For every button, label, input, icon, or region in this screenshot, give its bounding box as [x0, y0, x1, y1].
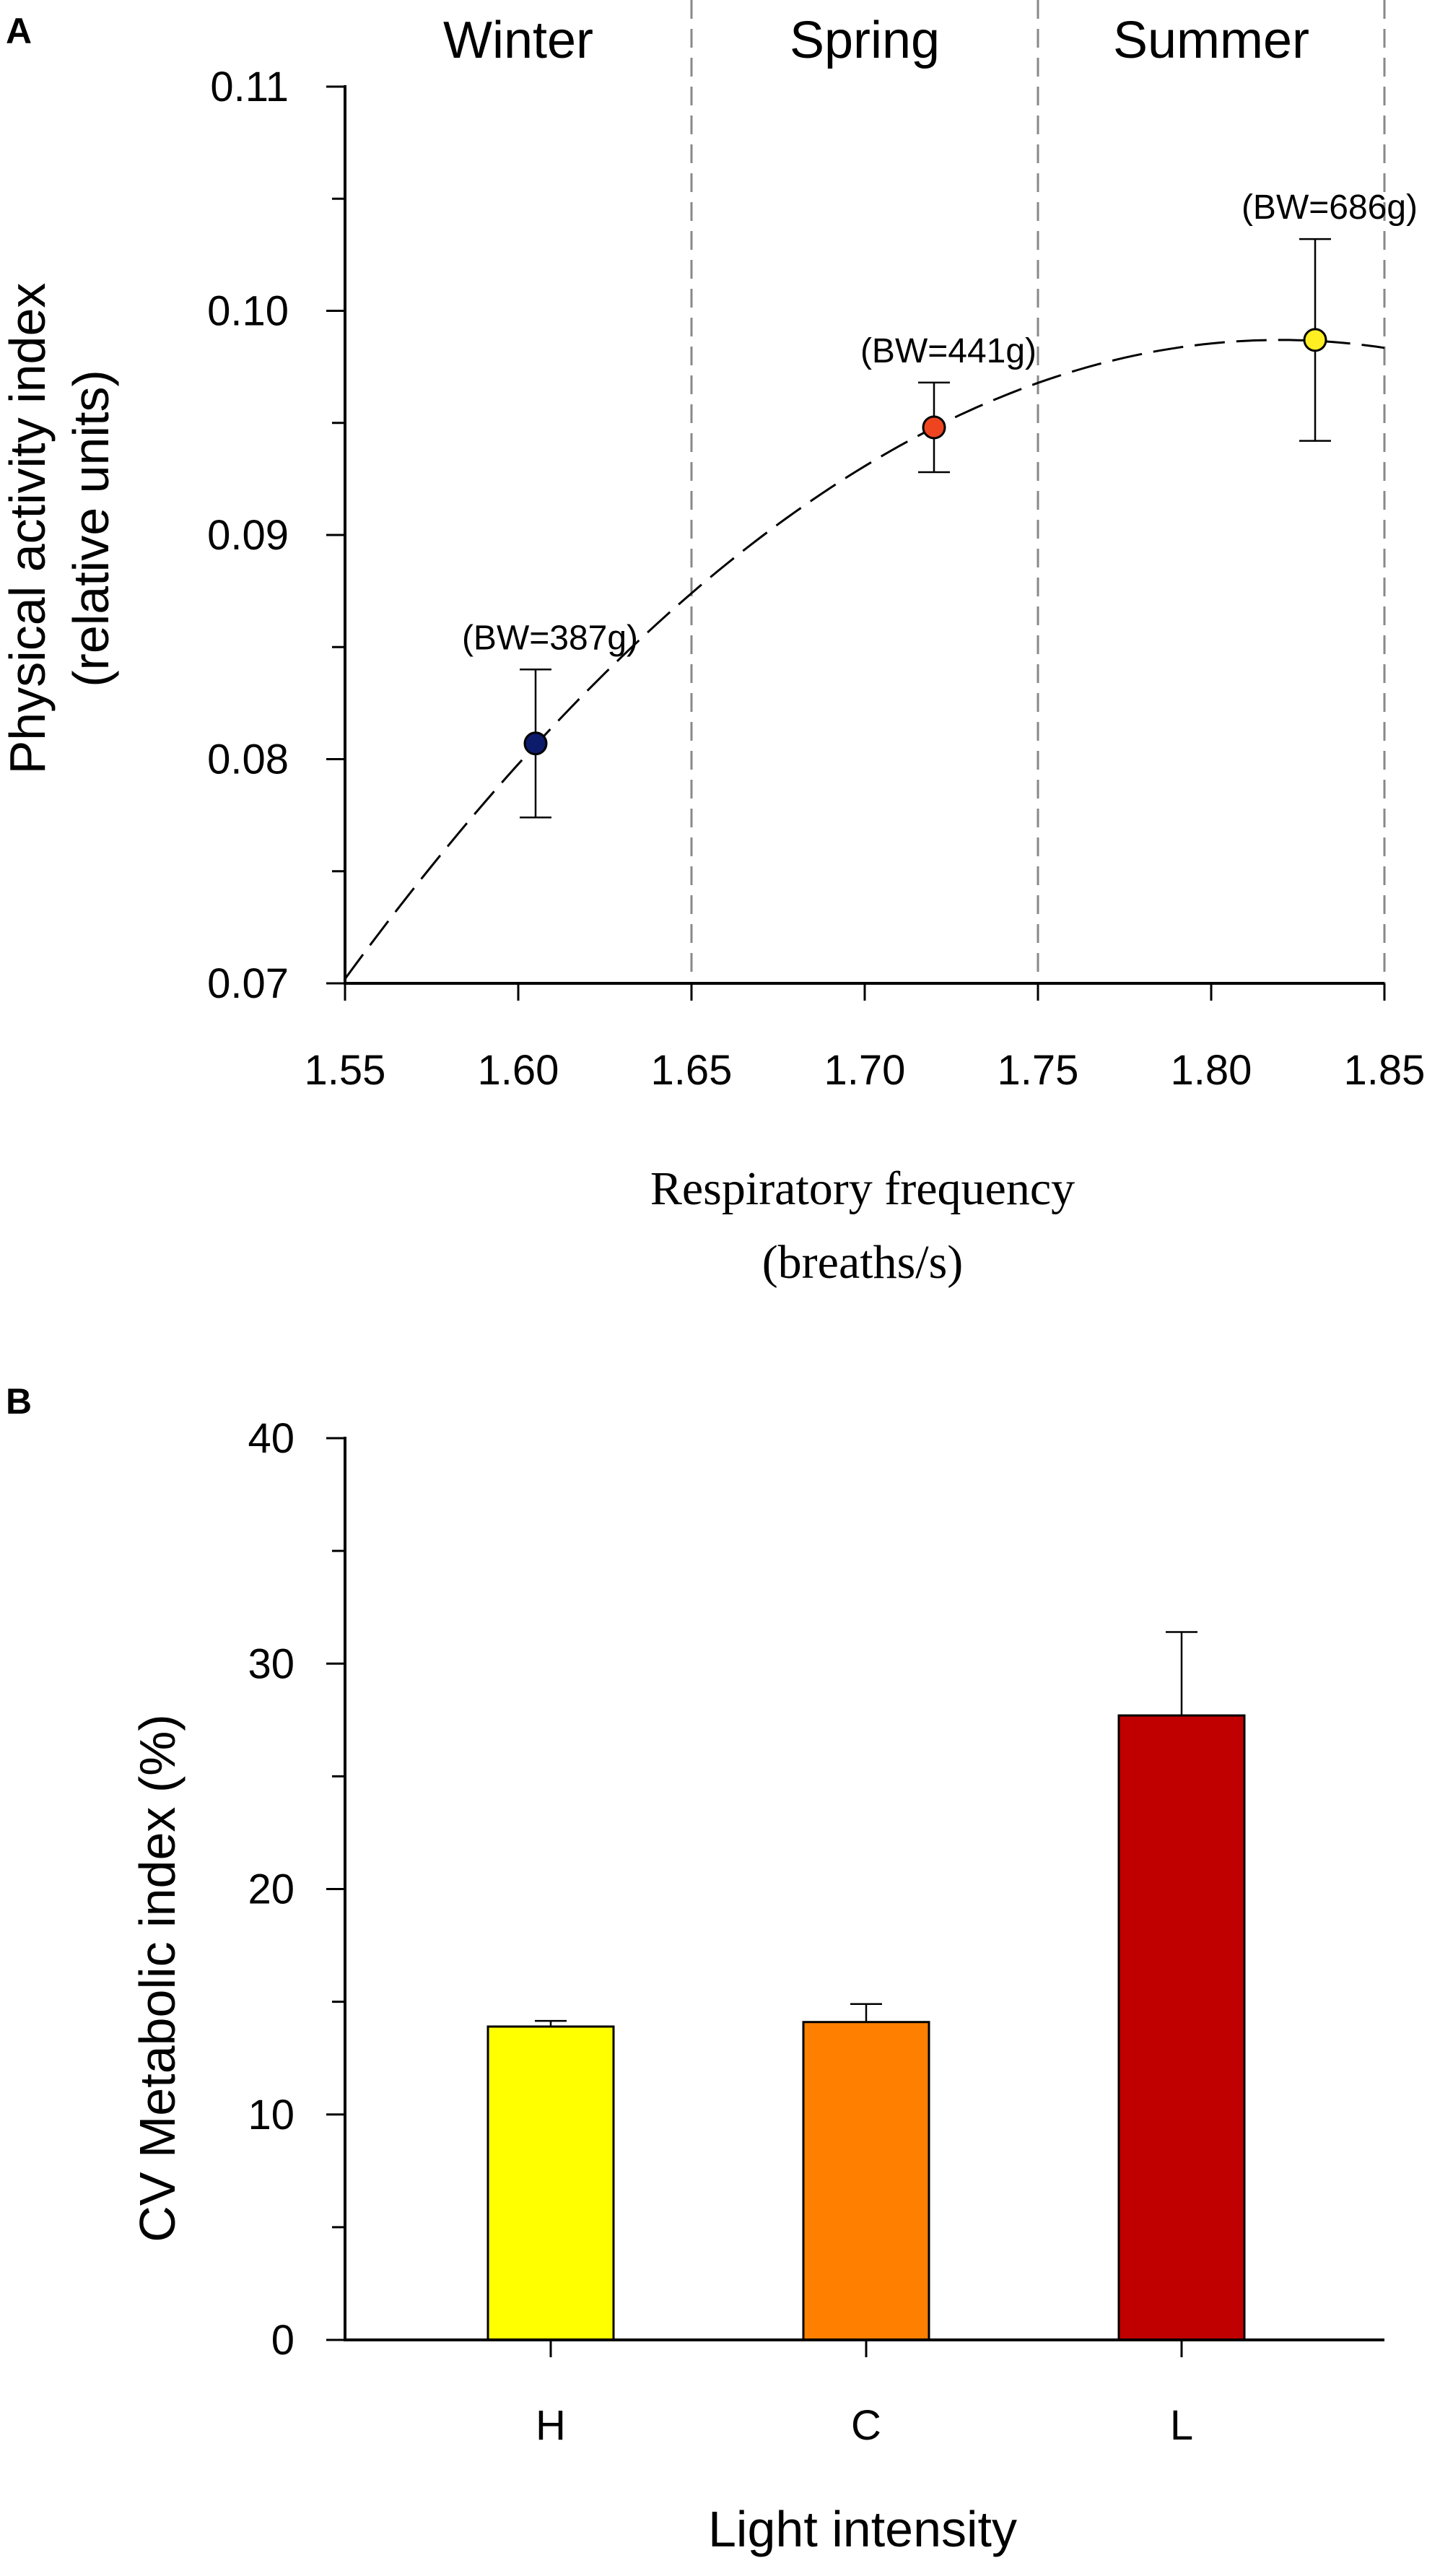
x-tick-label: 1.55: [305, 1047, 386, 1094]
season-label-spring: Spring: [790, 12, 940, 69]
body-weight-label: (BW=387g): [462, 619, 638, 657]
bar: [1117, 1714, 1246, 2341]
y-axis-title-line2: (relative units): [63, 370, 119, 687]
y-tick-label: 10: [248, 2092, 294, 2138]
season-label-winter: Winter: [443, 12, 593, 69]
x-axis-title-line1: Respiratory frequency: [650, 1162, 1075, 1215]
y-tick-label: 30: [248, 1640, 294, 1687]
x-axis-title-line2: (breaths/s): [762, 1236, 964, 1289]
data-point-group: (BW=441g): [860, 332, 1037, 474]
bar: [802, 2021, 930, 2341]
fit-curve: [344, 339, 1385, 980]
x-tick-label: 1.85: [1344, 1047, 1426, 1094]
body-weight-label: (BW=441g): [860, 332, 1037, 370]
season-dividers: [690, 0, 1386, 983]
y-tick-label: 0.07: [207, 960, 289, 1007]
y-tick-label: 40: [248, 1415, 294, 1462]
y-tick-label: 0.09: [207, 512, 289, 559]
y-tick-label: 0.10: [207, 288, 289, 335]
data-point: [523, 731, 548, 756]
y-tick-label: 20: [248, 1866, 294, 1913]
x-tick-label: 1.60: [478, 1047, 559, 1094]
data-point: [1303, 328, 1327, 352]
x-category-label: H: [536, 2402, 566, 2449]
x-tick-label: 1.70: [824, 1047, 906, 1094]
body-weight-label: (BW=686g): [1242, 188, 1418, 227]
bar-group-h: [486, 2019, 615, 2341]
x-tick-label: 1.75: [998, 1047, 1079, 1094]
x-tick-label: 1.80: [1171, 1047, 1252, 1094]
x-tick-label: 1.65: [651, 1047, 733, 1094]
x-axis-title: Light intensity: [708, 2501, 1017, 2557]
y-axis-title-line1: Physical activity index: [0, 283, 56, 775]
data-point: [922, 415, 946, 440]
y-tick-label: 0.08: [207, 736, 289, 783]
bar-group-c: [802, 2003, 930, 2341]
panel-b-axes: 0 10 20 30 40 H C L: [248, 1415, 1384, 2449]
bar-group-l: [1117, 1631, 1246, 2341]
y-tick-label: 0: [271, 2317, 294, 2364]
y-axis-title: CV Metabolic index (%): [129, 1714, 186, 2242]
y-tick-label: 0.11: [210, 64, 289, 110]
panel-a-axes: 0.07 0.08 0.09 0.10 0.11 1.55 1.60 1.65 1.70 1.75…: [207, 64, 1425, 1094]
x-category-label: L: [1170, 2402, 1193, 2449]
panel-a-points: (BW=387g) (BW=441g) (BW=686g): [462, 188, 1418, 819]
panel-b-bars: [486, 1631, 1246, 2341]
data-point-group: (BW=387g): [462, 619, 638, 819]
panel-b: B 0 10 20 30 40 H C L Light intensity CV Metabo…: [6, 1381, 1384, 2557]
data-point-group: (BW=686g): [1242, 188, 1418, 442]
x-category-label: C: [851, 2402, 881, 2449]
panel-a: A Winter Spring Summer 0.07 0.08 0.09 0.10 0.1…: [0, 0, 1425, 1289]
fit-curve-line: [344, 339, 1385, 980]
panel-a-label: A: [6, 11, 32, 51]
panel-b-label: B: [6, 1381, 32, 1422]
season-labels: Winter Spring Summer: [443, 12, 1309, 69]
bar: [486, 2025, 615, 2341]
season-label-summer: Summer: [1113, 12, 1309, 69]
